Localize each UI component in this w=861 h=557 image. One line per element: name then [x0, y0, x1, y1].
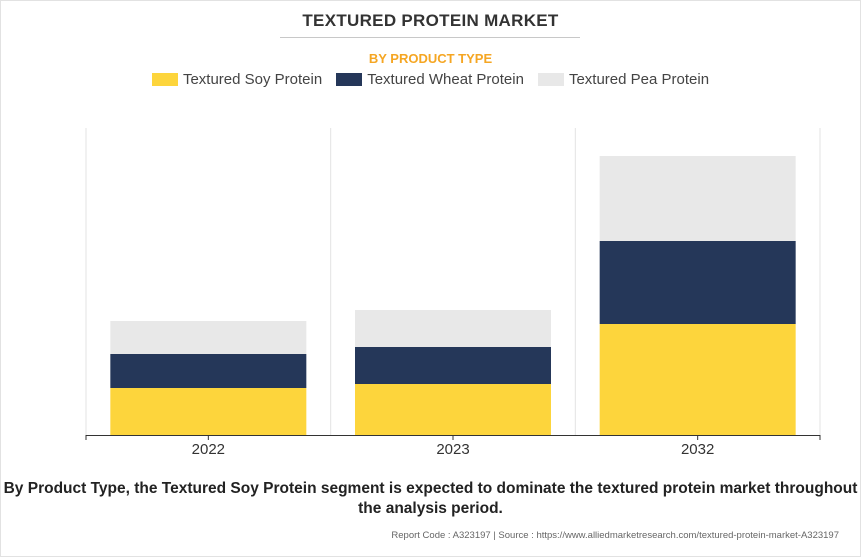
bar-2032-pea — [599, 156, 796, 241]
bar-2022-pea — [110, 321, 307, 354]
chart-footnote: By Product Type, the Textured Soy Protei… — [3, 480, 858, 517]
bar-2023-soy — [355, 384, 551, 435]
legend-label-soy: Textured Soy Protein — [182, 71, 323, 88]
legend-swatch-wheat — [336, 73, 363, 86]
legend-item-wheat[interactable]: Textured Wheat Protein — [336, 71, 524, 88]
bar-2022-wheat — [110, 354, 307, 388]
bar-2032-wheat — [599, 241, 796, 324]
legend: Textured Soy Protein Textured Wheat Prot… — [0, 71, 861, 88]
legend-swatch-soy — [151, 73, 178, 86]
chart-subtitle: BY PRODUCT TYPE — [368, 51, 493, 66]
bar-2023-pea — [355, 310, 551, 347]
legend-swatch-pea — [537, 73, 564, 86]
x-tick-label: 2032 — [681, 441, 714, 458]
title-divider — [280, 37, 580, 38]
bar-2032-soy — [599, 324, 796, 435]
chart-title: TEXTURED PROTEIN MARKET — [302, 11, 559, 30]
legend-label-wheat: Textured Wheat Protein — [367, 71, 524, 88]
bar-2022-soy — [110, 388, 307, 435]
legend-label-pea: Textured Pea Protein — [568, 71, 710, 88]
source-note: Report Code : A323197 | Source : https:/… — [391, 530, 839, 541]
legend-item-pea[interactable]: Textured Pea Protein — [537, 71, 710, 88]
bar-2023-wheat — [355, 347, 551, 384]
x-tick-label: 2022 — [192, 441, 225, 458]
x-tick-label: 2023 — [436, 441, 469, 458]
legend-item-soy[interactable]: Textured Soy Protein — [151, 71, 323, 88]
